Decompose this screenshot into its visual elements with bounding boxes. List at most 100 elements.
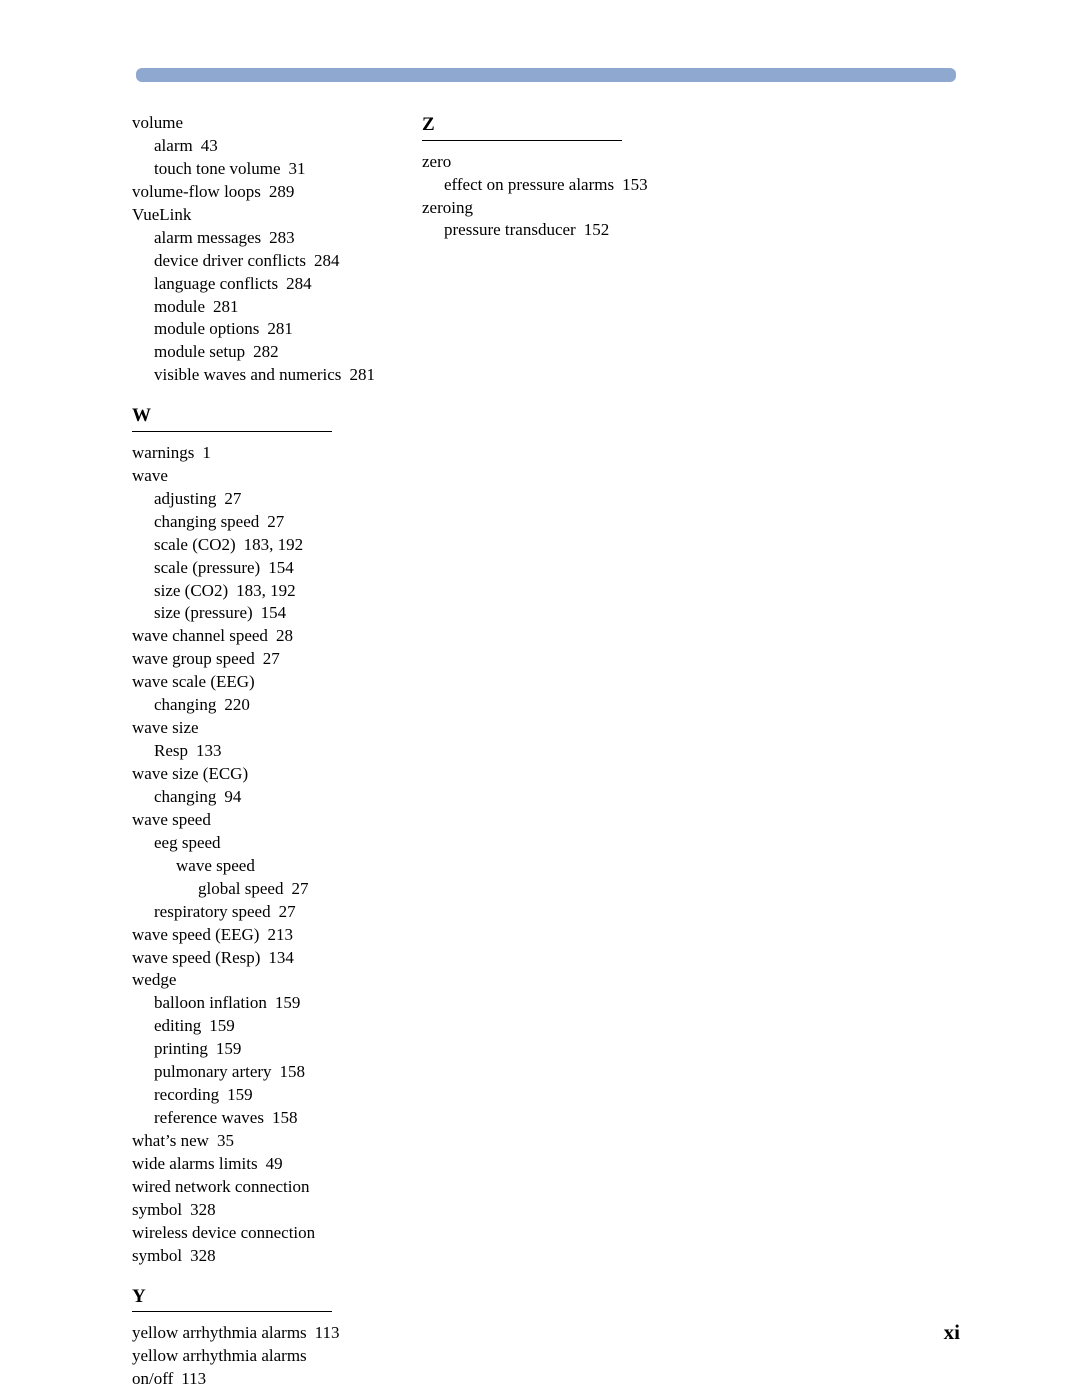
index-entry-pages: 1 [202,443,211,462]
index-entry-text: VueLink [132,205,191,224]
index-entry-text: yellow arrhythmia alarms [132,1323,307,1342]
index-entry-pages: 183, 192 [236,581,296,600]
index-entry: wave size [132,717,382,740]
index-entry: wide alarms limits 49 [132,1153,382,1176]
index-entry: Resp133 [154,740,382,763]
index-entry-text: wave size [132,718,199,737]
index-section-rule [132,431,332,432]
index-entry: adjusting 27 [154,488,382,511]
index-entry: editing 159 [154,1015,382,1038]
index-entry: wave scale (EEG) [132,671,382,694]
index-entry-text: wave size (ECG) [132,764,248,783]
index-entry-text: what’s new [132,1131,209,1150]
index-entry: wedge [132,969,382,992]
index-entry: volume [132,112,382,135]
index-entry: wave size (ECG) [132,763,382,786]
index-entry: size (pressure)154 [154,602,382,625]
index-entry-pages: 281 [213,297,239,316]
index-entry: device driver conflicts 284 [154,250,382,273]
index-entry-text: visible waves and numerics [154,365,341,384]
index-entry-pages: 35 [217,1131,234,1150]
index-entry-text: alarm [154,136,193,155]
index-column-1: volumealarm43touch tone volume31volume-f… [132,112,382,1391]
index-entry-pages: 28 [276,626,293,645]
index-section-letter: Y [132,1284,382,1310]
index-entry-pages: 49 [266,1154,283,1173]
index-entry-text: zeroing [422,198,473,217]
index-entry-text: volume-flow loops [132,182,261,201]
index-entry: reference waves158 [154,1107,382,1130]
index-entry: pressure transducer 152 [444,219,672,242]
index-entry-text: editing [154,1016,201,1035]
index-entry-text: wide alarms limits [132,1154,258,1173]
index-entry-text: scale (CO2) [154,535,236,554]
index-entry: scale (CO2) 183, 192 [154,534,382,557]
index-entry-pages: 27 [224,489,241,508]
index-entry: changing speed27 [154,511,382,534]
index-entry-text: module [154,297,205,316]
index-entry-pages: 158 [272,1108,298,1127]
index-entry: alarm messages283 [154,227,382,250]
index-entry-text: wireless device connection symbol [132,1223,315,1265]
index-entry-pages: 284 [314,251,340,270]
index-entry: language conflicts 284 [154,273,382,296]
index-entry-text: respiratory speed [154,902,271,921]
index-entry: printing159 [154,1038,382,1061]
index-entry-pages: 328 [190,1246,216,1265]
index-entry-text: recording [154,1085,219,1104]
index-entry-pages: 43 [201,136,218,155]
index-entry: changing220 [154,694,382,717]
index-entry-pages: 152 [584,220,610,239]
index-entry-text: wave speed [176,856,255,875]
index-entry: scale (pressure) 154 [154,557,382,580]
index-entry: wave speed (EEG)213 [132,924,382,947]
index-entry-text: global speed [198,879,283,898]
index-entry-text: language conflicts [154,274,278,293]
index-entry-text: scale (pressure) [154,558,260,577]
index-entry-text: module options [154,319,259,338]
index-entry: wave speed [176,855,382,878]
page-number: xi [944,1320,960,1345]
index-entry-pages: 159 [216,1039,242,1058]
index-entry-pages: 282 [253,342,279,361]
index-entry-text: wave speed [132,810,211,829]
index-entry-text: wave speed (Resp) [132,948,260,967]
index-entry-pages: 154 [268,558,294,577]
index-entry: wave group speed27 [132,648,382,671]
index-entry-pages: 284 [286,274,312,293]
index-entry: alarm 43 [154,135,382,158]
index-entry: recording 159 [154,1084,382,1107]
index-entry-text: Resp [154,741,188,760]
index-entry-pages: 27 [279,902,296,921]
index-entry-text: device driver conflicts [154,251,306,270]
index-entry-pages: 183, 192 [244,535,304,554]
index-entry-text: changing speed [154,512,259,531]
index-entry-pages: 281 [349,365,375,384]
index-entry: module options281 [154,318,382,341]
index-entry-pages: 94 [224,787,241,806]
index-section-rule [422,140,622,141]
index-section-letter: W [132,403,382,429]
index-entry-text: effect on pressure alarms [444,175,614,194]
index-entry: what’s new 35 [132,1130,382,1153]
index-entry: size (CO2)183, 192 [154,580,382,603]
index-entry-pages: 134 [268,948,294,967]
index-entry-text: zero [422,152,451,171]
index-entry-pages: 153 [622,175,648,194]
index-entry-pages: 159 [209,1016,235,1035]
index-entry-text: wave [132,466,168,485]
index-entry-text: wave channel speed [132,626,268,645]
index-entry-text: wired network connection symbol [132,1177,310,1219]
index-entry: wireless device connection symbol328 [132,1222,382,1268]
index-entry-text: alarm messages [154,228,261,247]
index-entry: eeg speed [154,832,382,855]
index-entry: yellow arrhythmia alarms on/off113 [132,1345,382,1391]
index-entry-pages: 113 [181,1369,206,1388]
index-entry-pages: 158 [280,1062,306,1081]
index-entry: wave [132,465,382,488]
index-entry-text: adjusting [154,489,216,508]
index-entry-pages: 159 [227,1085,253,1104]
index-entry-text: pressure transducer [444,220,576,239]
index-entry: volume-flow loops289 [132,181,382,204]
index-section-letter: Z [422,112,672,138]
